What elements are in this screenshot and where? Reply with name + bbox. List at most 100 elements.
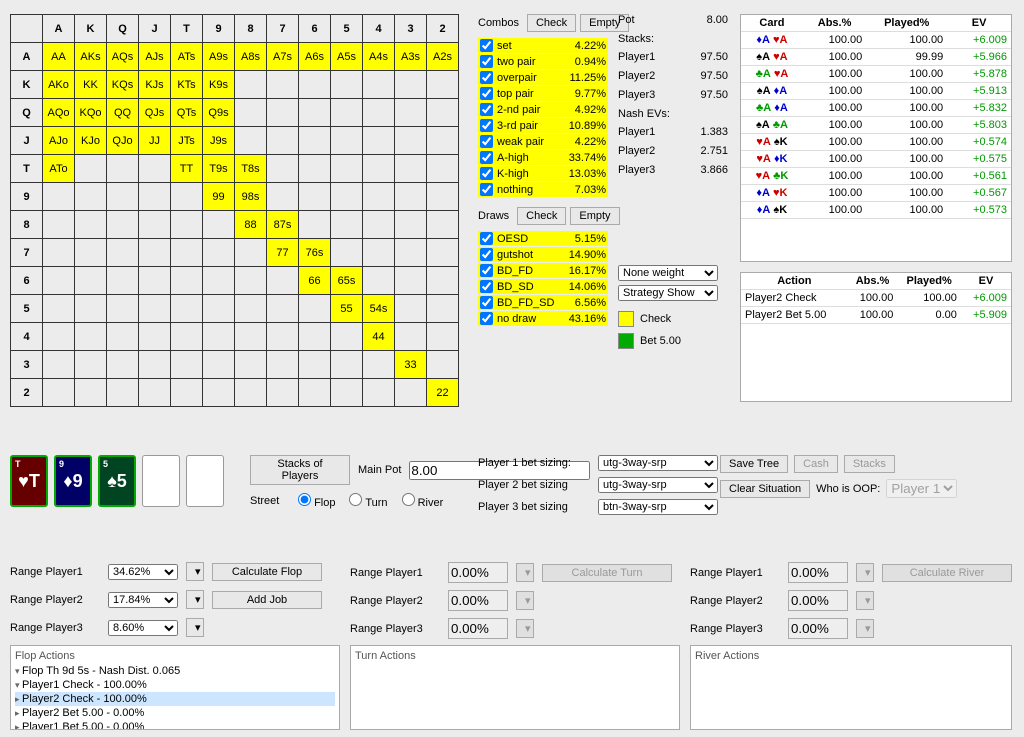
card-row[interactable]: ♥A ♣K 100.00100.00+0.561 (741, 168, 1011, 185)
combo-checkbox[interactable] (480, 151, 493, 164)
range-cell[interactable] (139, 379, 171, 407)
range-cell[interactable]: A3s (395, 43, 427, 71)
range-cell[interactable]: A2s (427, 43, 459, 71)
range-cell[interactable] (203, 295, 235, 323)
combo-checkbox[interactable] (480, 55, 493, 68)
range-cell[interactable] (267, 323, 299, 351)
action-row[interactable]: Player2 Check100.00100.00+6.009 (741, 290, 1011, 307)
range-cell[interactable] (299, 127, 331, 155)
calculate-flop-button[interactable]: Calculate Flop (212, 563, 322, 581)
combo-row[interactable]: BD_SD14.06% (478, 279, 608, 294)
range-cell[interactable]: QTs (171, 99, 203, 127)
empty-card-slot[interactable] (142, 455, 180, 507)
range-cell[interactable] (267, 99, 299, 127)
range-cell[interactable]: JTs (171, 127, 203, 155)
range-cell[interactable]: 76s (299, 239, 331, 267)
card-row[interactable]: ♣A ♥A 100.00100.00+5.878 (741, 66, 1011, 83)
hand-range-grid[interactable]: AKQJT98765432 AAAAKsAQsAJsATsA9sA8sA7sA6… (10, 14, 459, 407)
combo-row[interactable]: top pair9.77% (478, 86, 608, 101)
range-cell[interactable] (43, 239, 75, 267)
card-ev-table[interactable]: CardAbs.%Played%EV ♦A ♥A 100.00100.00+6.… (740, 14, 1012, 262)
range-select[interactable]: 17.84% (108, 592, 178, 608)
range-cell[interactable] (363, 71, 395, 99)
combo-checkbox[interactable] (480, 135, 493, 148)
range-cell[interactable] (363, 99, 395, 127)
range-cell[interactable] (75, 239, 107, 267)
range-cell[interactable] (43, 379, 75, 407)
range-cell[interactable] (395, 99, 427, 127)
range-select[interactable]: 8.60% (108, 620, 178, 636)
range-cell[interactable]: T9s (203, 155, 235, 183)
range-cell[interactable] (139, 183, 171, 211)
range-cell[interactable] (363, 239, 395, 267)
range-cell[interactable] (267, 127, 299, 155)
range-cell[interactable] (427, 267, 459, 295)
range-cell[interactable]: 65s (331, 267, 363, 295)
range-cell[interactable] (299, 351, 331, 379)
tree-node[interactable]: Player1 Bet 5.00 - 0.00% (15, 720, 335, 730)
range-cell[interactable] (43, 351, 75, 379)
card-row[interactable]: ♠A ♦A 100.00100.00+5.913 (741, 83, 1011, 100)
tree-node[interactable]: Player1 Check - 100.00% (15, 678, 335, 692)
combo-row[interactable]: no draw43.16% (478, 311, 608, 326)
range-cell[interactable] (363, 379, 395, 407)
range-cell[interactable]: 99 (203, 183, 235, 211)
range-cell[interactable] (203, 211, 235, 239)
action-table[interactable]: ActionAbs.%Played%EV Player2 Check100.00… (740, 272, 1012, 402)
combo-row[interactable]: A-high33.74% (478, 150, 608, 165)
range-cell[interactable] (427, 239, 459, 267)
range-cell[interactable]: 44 (363, 323, 395, 351)
range-cell[interactable] (331, 211, 363, 239)
combo-row[interactable]: two pair0.94% (478, 54, 608, 69)
range-cell[interactable] (267, 267, 299, 295)
range-cell[interactable]: A7s (267, 43, 299, 71)
range-cell[interactable] (363, 183, 395, 211)
range-cell[interactable] (395, 211, 427, 239)
action-row[interactable]: Player2 Bet 5.00100.000.00+5.909 (741, 307, 1011, 324)
combo-row[interactable]: OESD5.15% (478, 231, 608, 246)
range-cell[interactable] (267, 295, 299, 323)
range-cell[interactable]: A5s (331, 43, 363, 71)
range-cell[interactable] (235, 99, 267, 127)
range-cell[interactable]: 77 (267, 239, 299, 267)
range-extra-button[interactable]: ▾ (186, 590, 204, 609)
range-cell[interactable] (107, 379, 139, 407)
range-cell[interactable] (203, 267, 235, 295)
card-row[interactable]: ♦A ♥A 100.00100.00+6.009 (741, 32, 1011, 49)
combo-checkbox[interactable] (480, 87, 493, 100)
range-cell[interactable] (331, 351, 363, 379)
range-cell[interactable] (75, 351, 107, 379)
combo-row[interactable]: gutshot14.90% (478, 247, 608, 262)
range-cell[interactable] (171, 211, 203, 239)
card-row[interactable]: ♦A ♥K 100.00100.00+0.567 (741, 185, 1011, 202)
range-cell[interactable] (395, 127, 427, 155)
range-cell[interactable] (107, 351, 139, 379)
combo-checkbox[interactable] (480, 71, 493, 84)
clear-situation-button[interactable]: Clear Situation (720, 480, 810, 498)
combo-checkbox[interactable] (480, 248, 493, 261)
range-cell[interactable]: KJs (139, 71, 171, 99)
range-cell[interactable] (235, 295, 267, 323)
river-actions-tree[interactable]: River Actions (690, 645, 1012, 730)
range-cell[interactable] (331, 323, 363, 351)
range-cell[interactable] (75, 211, 107, 239)
range-cell[interactable] (427, 99, 459, 127)
combo-checkbox[interactable] (480, 280, 493, 293)
range-cell[interactable] (139, 323, 171, 351)
range-cell[interactable] (427, 71, 459, 99)
range-cell[interactable]: K9s (203, 71, 235, 99)
range-cell[interactable]: Q9s (203, 99, 235, 127)
range-cell[interactable]: A9s (203, 43, 235, 71)
range-cell[interactable] (331, 183, 363, 211)
draws-check-button[interactable]: Check (517, 207, 566, 225)
combo-row[interactable]: 2-nd pair4.92% (478, 102, 608, 117)
range-cell[interactable] (171, 239, 203, 267)
range-cell[interactable]: 98s (235, 183, 267, 211)
range-cell[interactable] (299, 379, 331, 407)
card-row[interactable]: ♠A ♣A 100.00100.00+5.803 (741, 117, 1011, 134)
range-cell[interactable] (299, 155, 331, 183)
range-cell[interactable]: 54s (363, 295, 395, 323)
range-cell[interactable] (139, 211, 171, 239)
range-cell[interactable] (107, 295, 139, 323)
range-cell[interactable] (267, 71, 299, 99)
